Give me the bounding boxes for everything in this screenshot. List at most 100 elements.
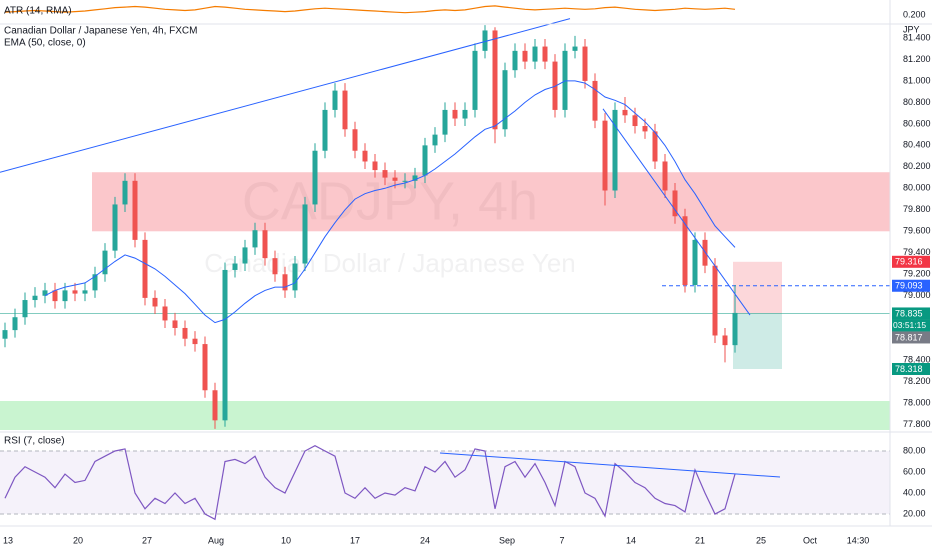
x-tick-label: 17 [350, 535, 360, 545]
candle-body [642, 126, 648, 132]
prev-close-badge [892, 331, 930, 344]
candle-body [102, 250, 108, 275]
x-tick-label: 7 [559, 535, 564, 545]
symbol-title: Canadian Dollar / Japanese Yen, 4h, FXCM [4, 26, 197, 37]
rsi-band [0, 450, 890, 515]
x-tick-label: Oct [803, 535, 818, 545]
trend-line [439, 452, 781, 478]
candle-body [62, 290, 68, 302]
price-zone [92, 172, 890, 232]
currency-label: JPY [903, 24, 920, 34]
x-tick-label: 14:30 [847, 535, 870, 545]
countdown-badge [892, 319, 930, 332]
candle-body [532, 46, 538, 62]
price-zone [0, 401, 890, 430]
candle-body [592, 80, 598, 121]
candle-body [502, 70, 508, 130]
y-tick-label: 81.400 [903, 32, 931, 42]
candle-body [452, 109, 458, 119]
y-tick-label: 80.400 [903, 140, 931, 150]
y-tick-label: 60.00 [903, 466, 926, 476]
prev-close-label: 78.817 [895, 332, 923, 342]
y-tick-label: 80.600 [903, 118, 931, 128]
target-zone [733, 313, 782, 369]
candle-body [362, 150, 368, 162]
stop-price-badge [892, 255, 930, 268]
candle-body [292, 263, 298, 291]
watermark: CADJPY, 4h [242, 171, 538, 231]
rsi-legend: RSI (7, close) [4, 436, 65, 447]
candle-body [192, 338, 198, 345]
candle-body [272, 258, 278, 275]
atr-legend: ATR (14, RMA) [4, 6, 72, 17]
x-tick-label: 27 [142, 535, 152, 545]
y-tick-label: 79.400 [903, 247, 931, 257]
y-tick-label: 81.000 [903, 75, 931, 85]
candle-body [402, 180, 408, 182]
candle-body [22, 300, 28, 318]
y-tick-label: 80.800 [903, 97, 931, 107]
candle-body [562, 50, 568, 110]
candle-body [672, 190, 678, 217]
ema-legend: EMA (50, close, 0) [4, 38, 86, 49]
candle-body [122, 180, 128, 205]
candle-body [12, 317, 18, 331]
candle-body [182, 327, 188, 339]
x-tick-label: 10 [281, 535, 291, 545]
countdown-label: 03:51:15 [893, 320, 926, 330]
candle-body [72, 290, 78, 294]
candle-body [622, 109, 628, 116]
data-layer [0, 5, 781, 521]
candle-body [722, 335, 728, 346]
candle-body [572, 46, 578, 51]
candle-body [482, 30, 488, 51]
candle-body [512, 50, 518, 71]
target-price-label: 78.318 [895, 364, 923, 374]
candle-body [602, 120, 608, 191]
candle-body [162, 306, 168, 321]
candle-body [582, 46, 588, 81]
y-tick-label: 81.200 [903, 54, 931, 64]
y-tick-label: 80.000 [903, 183, 931, 193]
candle-body [462, 109, 468, 119]
y-tick-label: 79.800 [903, 204, 931, 214]
candle-body [52, 290, 58, 302]
candle-body [242, 247, 248, 264]
candle-body [612, 109, 618, 191]
candle-body [172, 320, 178, 328]
candle-body [712, 265, 718, 336]
level-price-badge [892, 279, 930, 292]
candle-body [312, 150, 318, 205]
candle-body [232, 263, 238, 270]
x-tick-label: 20 [73, 535, 83, 545]
candle-body [542, 46, 548, 62]
candle-body [392, 177, 398, 181]
candle-body [42, 290, 48, 296]
y-tick-label: 77.800 [903, 419, 931, 429]
ema-line [44, 80, 736, 324]
candle-body [342, 90, 348, 130]
stop-price-label: 79.316 [895, 257, 923, 267]
candle-body [142, 239, 148, 298]
candle-body [282, 274, 288, 291]
candle-body [472, 50, 478, 110]
candle-body [92, 274, 98, 291]
candle-body [202, 344, 208, 391]
y-tick-label: 80.00 [903, 445, 926, 455]
y-tick-label: 78.400 [903, 355, 931, 365]
candle-body [682, 216, 688, 285]
y-tick-label: 0.200 [903, 9, 926, 19]
y-tick-label: 20.00 [903, 508, 926, 518]
y-tick-label: 40.00 [903, 487, 926, 497]
candle-body [2, 330, 8, 339]
x-tick-label: 24 [420, 535, 430, 545]
level-price-label: 79.093 [895, 281, 923, 291]
candle-body [322, 109, 328, 151]
x-tick-label: 21 [695, 535, 705, 545]
candle-body [222, 269, 228, 421]
last-price-label: 78.835 [895, 308, 923, 318]
candle-body [412, 175, 418, 181]
candle-body [352, 129, 358, 151]
